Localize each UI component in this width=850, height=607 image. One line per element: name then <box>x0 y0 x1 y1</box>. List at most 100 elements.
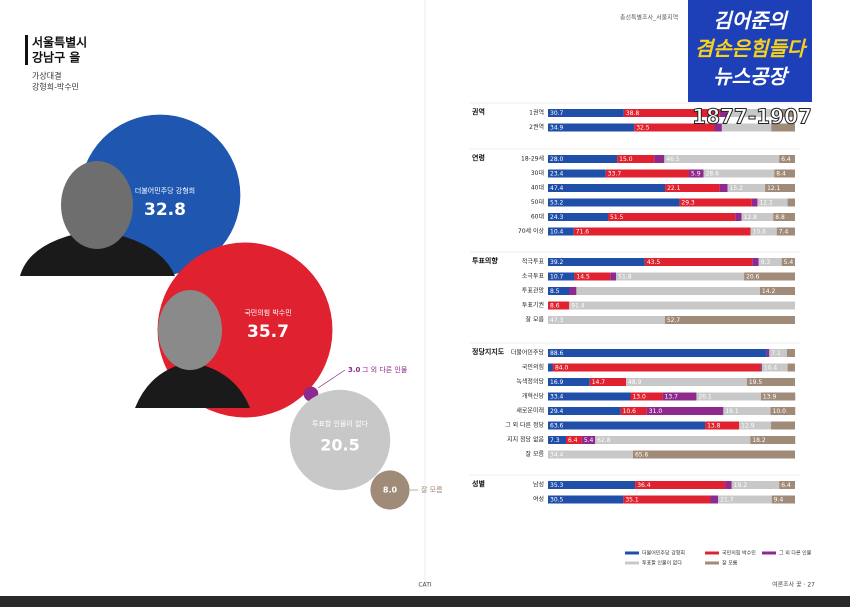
bar-segment <box>665 184 720 192</box>
value-label: 51.5 <box>610 214 624 221</box>
bar-segment <box>664 155 780 163</box>
bar-segment <box>548 155 618 163</box>
row-label: 지지 정당 없음 <box>507 436 544 444</box>
bar-segment <box>771 495 795 504</box>
bar-segment <box>548 495 624 504</box>
value-label: 16.9 <box>550 379 564 386</box>
row-label: 녹색정의당 <box>516 378 544 386</box>
value-label: 7.4 <box>779 229 789 236</box>
bar-segment <box>719 109 728 117</box>
value-label: 7.3 <box>550 437 560 444</box>
bar-segment <box>757 198 788 207</box>
value-label: 6.4 <box>781 156 791 163</box>
value-label: 15.2 <box>730 185 744 192</box>
bar-segment <box>548 272 575 281</box>
bar-segment <box>731 481 780 489</box>
value-label: 5.4 <box>584 437 594 444</box>
value-label: 35.1 <box>625 497 639 504</box>
row-label: 50대 <box>531 198 544 206</box>
bar-segment <box>610 272 617 281</box>
bar-segment <box>548 349 767 357</box>
bar-segment <box>769 349 787 357</box>
value-label: 9.3 <box>761 259 771 266</box>
top-note: 총선특별조사_서울지역 <box>620 14 678 22</box>
value-label: 6.4 <box>781 482 791 489</box>
bubble-chart: 더불어민주당 강형희 32.8 국민의힘 박수민 35.7 3.0 그 외 다른 인물투표… <box>20 114 443 510</box>
value-label: 34.9 <box>550 125 564 132</box>
value-label: 51.8 <box>618 274 632 281</box>
bar-segment <box>758 258 782 266</box>
bar-segment <box>727 109 779 117</box>
group-title: 권역 <box>472 107 485 116</box>
bar-segment <box>569 301 795 310</box>
value-label: 26.1 <box>698 394 712 401</box>
value-label: 7.1 <box>771 350 781 357</box>
bar-segment <box>616 272 745 281</box>
value-label: 19.1 <box>725 408 739 415</box>
value-label: 62.8 <box>597 437 611 444</box>
value-label: 5.4 <box>784 259 794 266</box>
row-label: 투표기권 <box>522 301 544 309</box>
value-label: 34.4 <box>550 452 564 459</box>
value-label: 39.2 <box>550 259 564 266</box>
bar-segment <box>630 392 663 401</box>
bar-segment <box>714 123 722 132</box>
value-label: 47.3 <box>550 317 564 324</box>
bar-segment <box>739 421 772 430</box>
overlay-phone: 1877-1907 <box>692 105 812 129</box>
bar-segment <box>705 421 740 430</box>
bar-segment <box>548 392 631 401</box>
bubble-name: 그 외 다른 인물 <box>362 365 408 374</box>
value-label: 12.2 <box>759 200 773 207</box>
value-label: 18.2 <box>752 437 766 444</box>
row-label: 잘 모름 <box>526 450 545 458</box>
district: 강남구 을 <box>32 50 80 65</box>
row-label: 잘 모름 <box>526 316 545 324</box>
bar-segment <box>548 450 633 459</box>
bar-segment <box>605 169 690 178</box>
value-label: 38.8 <box>626 110 640 117</box>
bar-segment <box>617 155 655 163</box>
value-label: 35.3 <box>550 482 564 489</box>
legend-label: 더불어민주당 강형희 <box>642 550 685 557</box>
bar-segment <box>723 407 771 415</box>
bar-segment <box>573 227 751 236</box>
value-label: 29.4 <box>550 408 564 415</box>
value-label: 15.0 <box>619 156 633 163</box>
value-label: 13.9 <box>763 394 777 401</box>
bar-segment <box>548 184 666 192</box>
bar-segment <box>718 495 772 504</box>
bar-segment <box>750 227 777 236</box>
value-label: 84.0 <box>555 365 569 372</box>
bar-segment <box>662 392 697 401</box>
legend-label: 잘 모름 <box>722 560 738 567</box>
bar-segment <box>589 378 627 386</box>
bar-segment <box>760 363 762 372</box>
value-label: 14.5 <box>576 274 590 281</box>
bar-segment <box>632 450 795 459</box>
row-label: 60대 <box>531 213 544 221</box>
bar-segment <box>608 213 736 221</box>
overlay-line3: 뉴스공장 <box>713 65 790 89</box>
value-label: 10.4 <box>550 229 564 236</box>
value-label: 88.6 <box>550 350 564 357</box>
bar-segment <box>761 363 788 372</box>
header-bar <box>25 35 28 65</box>
legend-swatch <box>625 551 639 555</box>
bar-segment <box>779 481 795 489</box>
bar-segment <box>664 316 795 324</box>
bubble-value: 3.0 <box>348 366 361 374</box>
value-label: 29.3 <box>681 200 695 207</box>
group-title: 연령 <box>472 153 485 162</box>
value-label: 8.6 <box>550 303 560 310</box>
bar-segment <box>574 272 611 281</box>
value-label: 19.2 <box>734 482 748 489</box>
bar-segment <box>778 109 795 117</box>
bar-segment <box>773 213 795 221</box>
bar-segment <box>719 184 728 192</box>
value-label: 47.4 <box>550 185 564 192</box>
value-label: 10.0 <box>773 408 787 415</box>
row-label: 소극투표 <box>522 273 545 280</box>
